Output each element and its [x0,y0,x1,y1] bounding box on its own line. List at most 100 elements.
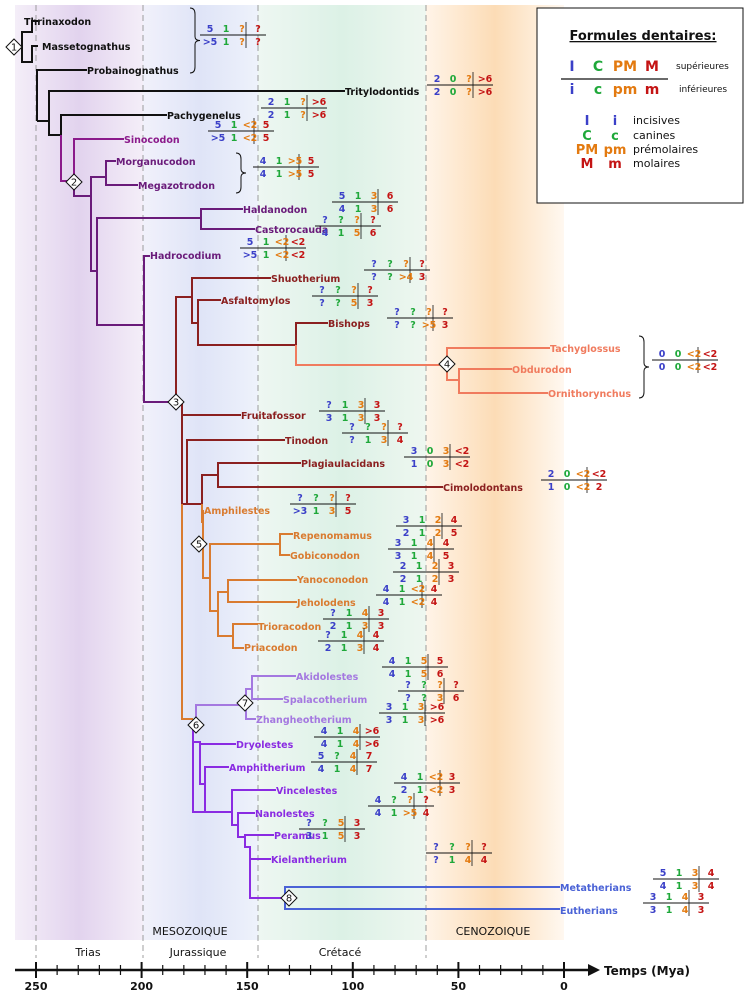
formula-upper-value: ? [370,215,376,226]
formula-upper-value: 5 [263,120,270,131]
dental-formula-6: 5 41 13 36 6 [332,189,398,215]
formula-upper-value: 4 [260,156,267,167]
formula-lower-value: 3 [437,693,444,704]
formula-upper-value: ? [403,259,409,270]
formula-lower-value: 1 [337,739,344,750]
formula-lower-value: <2 [243,133,258,144]
formula-upper-value: 7 [366,751,373,762]
taxon-haldanodon: Haldanodon [243,205,307,216]
formula-lower-value: ? [394,320,400,331]
formula-upper-value: ? [319,285,325,296]
formula-lower-value: >5 [403,808,418,819]
formula-upper-value: 3 [371,191,378,202]
formula-lower-value: 2 [325,643,332,654]
formula-upper-value: 5 [339,191,346,202]
period-labels: MESOZOIQUE CENOZOIQUE Trias Jurassique C… [74,925,530,959]
key-premolar-lower: pm [604,143,627,158]
formula-lower-value: ? [421,693,427,704]
formula-upper-value: 5 [207,24,214,35]
legend-upper-premolar: PM [613,59,637,75]
formula-upper-value: 4 [389,656,396,667]
formula-lower-value: 2 [432,574,439,585]
formula-lower-value: <2 [275,250,290,261]
node-number: 3 [173,398,179,409]
branch-32 [195,675,296,719]
formula-upper-value: 3 [418,702,425,713]
taxon-thrinaxodon: Thrinaxodon [24,17,91,28]
dental-formula-26: 3 31 13 3 >6 >6 [379,700,445,726]
formula-lower-value: 0 [427,459,434,470]
formula-lower-value: >5 [288,169,303,180]
formula-lower-value: 1 [391,808,398,819]
dental-formula-11: ????? >5? 3 [387,305,453,331]
branch-8 [105,177,138,186]
formula-lower-value: 5 [421,669,428,680]
formula-lower-value: 4 [321,739,328,750]
formula-upper-value: 4 [383,584,390,595]
node-marker-6: 6 [187,716,205,734]
bracket-3 [638,335,650,399]
node-number: 4 [444,360,450,371]
formula-lower-value: 4 [465,855,472,866]
key-canine-lower: c [611,129,619,144]
formula-upper-value: 4 [375,795,382,806]
formula-upper-value: 1 [405,656,412,667]
branch-12 [143,325,176,403]
formula-upper-value: 0 [564,469,571,480]
taxon-probainognathus: Probainognathus [87,66,179,77]
formula-upper-value: 1 [411,538,418,549]
axis-tick-label: 0 [560,980,568,993]
formula-lower-value: 5 [443,551,450,562]
taxon-plagiaulacidans: Plagiaulacidans [301,459,385,470]
formula-upper-value: ? [394,307,400,318]
formula-upper-value: ? [391,795,397,806]
dental-formula-5: 4 41 1 >5 >5 5 5 [253,154,319,180]
formula-lower-value: 1 [419,528,426,539]
formula-lower-value: 2 [268,110,275,121]
formula-lower-value: 3 [357,643,364,654]
legend-box: Formules dentaires: I C PM M i c pm m su… [536,7,744,204]
formula-lower-value: ? [371,272,377,283]
cretaceous-background [258,5,426,940]
formula-upper-value: 4 [350,751,357,762]
formula-lower-value: 1 [231,133,238,144]
formula-lower-value: 4 [373,643,380,654]
formula-upper-value: ? [367,285,373,296]
branch-10 [200,218,255,230]
taxon-nanolestes: Nanolestes [255,809,315,820]
formula-lower-value: 1 [334,764,341,775]
formula-lower-value: >6 [430,715,445,726]
formula-lower-value: >3 [293,506,308,517]
formula-lower-value: 3 [650,905,657,916]
formula-lower-value: 1 [666,905,673,916]
formula-upper-value: ? [334,751,340,762]
formula-upper-value: ? [297,493,303,504]
taxon-morganucodon: Morganucodon [116,157,196,168]
key-incisor-lower: i [613,114,617,129]
formula-upper-value: <2 [703,349,718,360]
formula-lower-value: 1 [284,110,291,121]
branch-33 [251,689,283,700]
formula-upper-value: 3 [650,892,657,903]
formula-lower-value: 3 [419,272,426,283]
formula-lower-value: >4 [399,272,414,283]
formula-upper-value: ? [338,215,344,226]
formula-upper-value: ? [481,842,487,853]
axis-tick-label: 250 [25,980,48,993]
formula-upper-value: ? [351,285,357,296]
branch-28 [227,592,297,603]
formula-lower-value: 3 [442,320,449,331]
dental-formula-15: 3 10 03 3 <2 <2 [404,444,470,470]
formula-lower-value: 7 [366,764,373,775]
formula-upper-value: <2 [687,349,702,360]
formula-upper-value: 3 [403,515,410,526]
branch-23 [217,475,443,488]
key-premolar-upper: PM [576,143,598,158]
formula-upper-value: 5 [660,868,667,879]
branch-3 [36,69,87,121]
